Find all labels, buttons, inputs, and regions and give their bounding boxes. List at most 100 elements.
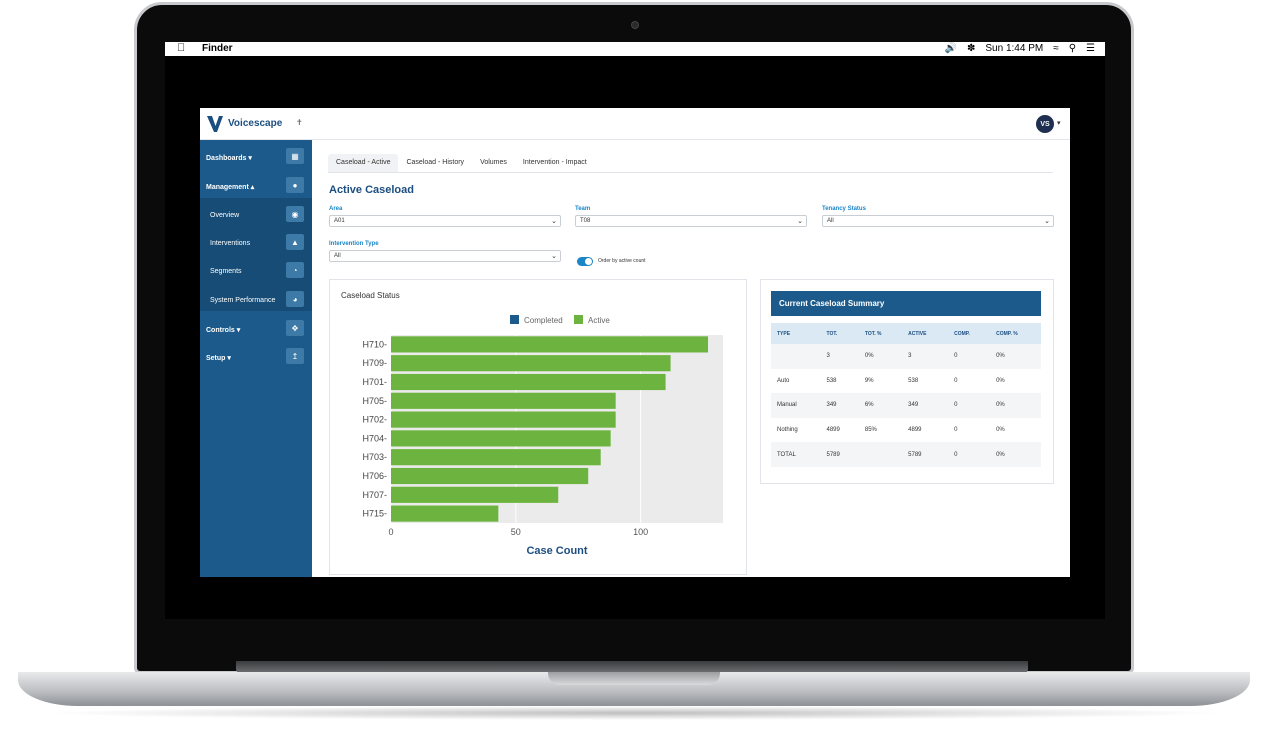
tab-intervention-impact[interactable]: Intervention - Impact <box>522 159 587 166</box>
spotlight-icon[interactable]: ⚲ <box>1068 43 1077 54</box>
table-cell: Nothing <box>771 417 821 443</box>
tab-volumes[interactable]: Volumes <box>480 159 507 166</box>
caseload-summary-card: Current Caseload Summary TYPE TOT. TOT. … <box>760 279 1054 484</box>
table-cell: 3 <box>902 344 949 369</box>
bar <box>391 486 559 503</box>
team-label: Team <box>575 206 591 212</box>
x-tick-label: 0 <box>388 527 393 537</box>
sidebar-item-segments[interactable]: Segments ◔ <box>200 258 312 284</box>
y-tick-label: H710- <box>362 339 387 349</box>
brand-name[interactable]: Voicescape <box>228 118 283 129</box>
webcam <box>631 21 639 29</box>
order-by-active-toggle[interactable] <box>577 257 593 266</box>
management-icon: ● <box>286 177 304 193</box>
table-cell: 0 <box>948 368 991 394</box>
globe-icon: ◕ <box>286 291 304 307</box>
x-tick-label: 50 <box>511 527 521 537</box>
voicescape-logo-icon[interactable] <box>206 114 224 134</box>
bar <box>391 411 616 428</box>
legend-swatch <box>510 315 519 324</box>
table-cell: 5789 <box>902 442 949 467</box>
tab-caseload-active[interactable]: Caseload - Active <box>328 154 399 172</box>
bar <box>391 430 611 447</box>
column-header: TOT. % <box>858 323 903 344</box>
area-select[interactable]: A01 ⌄ <box>329 215 561 227</box>
bar <box>391 449 601 466</box>
team-value: T08 <box>580 218 591 224</box>
table-cell: 0% <box>990 393 1041 418</box>
table-header-row: TYPE TOT. TOT. % ACTIVE COMP. COMP. % <box>771 323 1041 344</box>
sidebar-item-overview[interactable]: Overview ◉ <box>200 202 312 228</box>
laptop-shadow <box>40 706 1228 720</box>
table-cell: 538 <box>820 368 859 394</box>
sidebar: Dashboards ▾ ▦ Management ▴ ● Overview ◉… <box>200 140 312 577</box>
table-cell: 5789 <box>820 442 859 467</box>
sidebar-item-dashboards[interactable]: Dashboards ▾ ▦ <box>200 144 312 170</box>
setup-icon: ↥ <box>286 348 304 364</box>
sidebar-item-controls[interactable]: Controls ▾ ✥ <box>200 316 312 342</box>
tab-caseload-history[interactable]: Caseload - History <box>406 159 465 166</box>
laptop-screen:  Finder 🔊 ✽ Sun 1:44 PM ≈ ⚲ ☰ Voicescap… <box>165 42 1105 619</box>
tab-bar: Caseload - Active Caseload - History Vol… <box>328 154 595 172</box>
table-cell: 0 <box>948 344 991 369</box>
table-cell: Manual <box>771 393 821 418</box>
table-cell: 0 <box>948 393 991 418</box>
move-icon: ✥ <box>286 320 304 336</box>
bar <box>391 467 589 485</box>
intervention-type-label: Intervention Type <box>329 241 379 247</box>
legend-label: Completed <box>524 316 563 325</box>
table-cell: 0% <box>990 368 1041 394</box>
caseload-status-chart: 0 50 100 H710- H709- H701- H705- H702- H704- H703… <box>362 315 723 557</box>
bluetooth-icon[interactable]: ✽ <box>967 43 976 54</box>
table-cell: 349 <box>820 393 859 418</box>
app-window: Voicescape ✝ VS ▾ Dashboards ▾ ▦ Managem… <box>200 108 1070 577</box>
menubar-clock[interactable]: Sun 1:44 PM <box>985 43 1044 54</box>
y-tick-label: H703- <box>362 452 387 462</box>
table-cell <box>858 442 903 467</box>
sidebar-item-label: Dashboards ▾ <box>206 155 252 162</box>
apple-icon[interactable]:  <box>177 42 185 54</box>
table-cell: 0 <box>948 442 991 467</box>
tenancy-select[interactable]: All ⌄ <box>822 215 1054 227</box>
table-row: Auto 538 9% 538 0 0% <box>771 368 1041 394</box>
tab-divider <box>328 172 1053 173</box>
sidebar-item-interventions[interactable]: Interventions ▲ <box>200 230 312 256</box>
tenancy-label: Tenancy Status <box>822 206 866 212</box>
avatar[interactable]: VS <box>1036 115 1054 133</box>
pin-icon[interactable]: ✝ <box>296 118 303 127</box>
chevron-down-icon: ⌄ <box>551 253 557 260</box>
table-cell: Auto <box>771 368 821 394</box>
sidebar-item-system-performance[interactable]: System Performance ◕ <box>200 287 312 313</box>
table-cell: 85% <box>858 417 903 443</box>
sidebar-item-label: Segments <box>210 268 242 275</box>
y-tick-label: H702- <box>362 415 387 425</box>
bar <box>391 505 499 522</box>
intervention-type-select[interactable]: All ⌄ <box>329 250 561 262</box>
sidebar-item-management[interactable]: Management ▴ ● <box>200 173 312 199</box>
table-cell <box>771 344 821 369</box>
sidebar-item-setup[interactable]: Setup ▾ ↥ <box>200 344 312 370</box>
dashboard-icon: ▦ <box>286 148 304 164</box>
triangle-icon: ▲ <box>286 234 304 250</box>
volume-icon[interactable]: 🔊 <box>944 43 957 54</box>
chevron-down-icon[interactable]: ▾ <box>1057 120 1061 127</box>
x-tick-label: 100 <box>633 527 648 537</box>
app-topbar: Voicescape ✝ VS ▾ <box>200 108 1070 140</box>
chevron-down-icon: ⌄ <box>551 218 557 225</box>
table-cell: 0 <box>948 417 991 443</box>
control-center-icon[interactable]: ☰ <box>1086 43 1095 54</box>
summary-table: TYPE TOT. TOT. % ACTIVE COMP. COMP. % 3 <box>771 323 1041 467</box>
bar <box>391 336 709 353</box>
legend-swatch <box>574 315 583 324</box>
bar <box>391 392 616 409</box>
mac-menubar:  Finder 🔊 ✽ Sun 1:44 PM ≈ ⚲ ☰ <box>165 42 1105 56</box>
caseload-status-card: Caseload Status 0 50 100 H710- H709- H701- H70… <box>329 279 747 575</box>
menubar-app-name[interactable]: Finder <box>202 43 233 54</box>
y-tick-label: H707- <box>362 490 387 500</box>
chart-title: Caseload Status <box>341 291 400 300</box>
chevron-down-icon: ⌄ <box>797 218 803 225</box>
eye-icon: ◉ <box>286 206 304 222</box>
wifi-icon[interactable]: ≈ <box>1053 43 1059 54</box>
table-row: TOTAL 5789 5789 0 0% <box>771 442 1041 467</box>
team-select[interactable]: T08 ⌄ <box>575 215 807 227</box>
